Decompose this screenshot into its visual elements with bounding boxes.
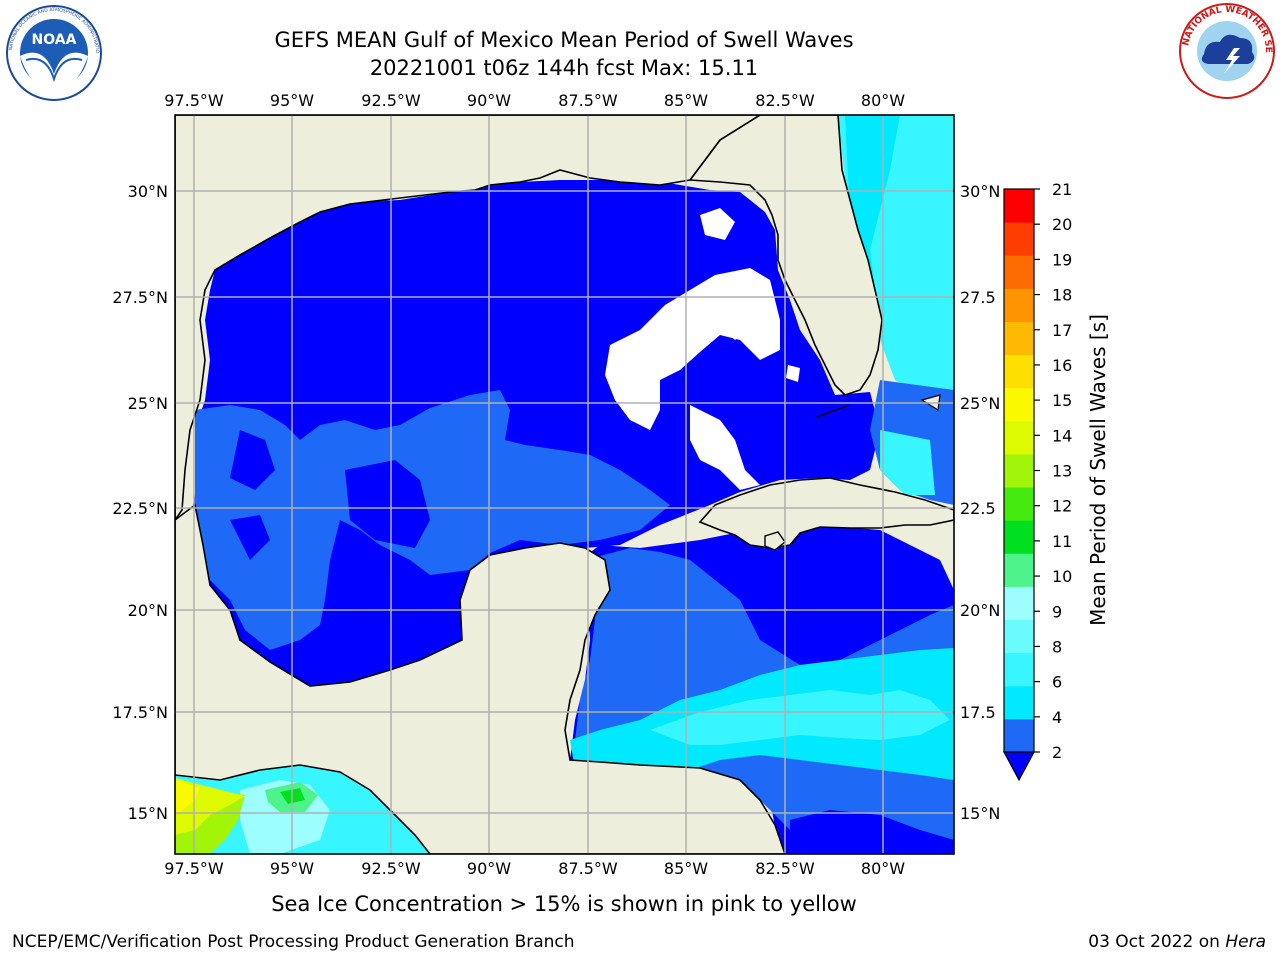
lat-label-left: 22.5°N (112, 499, 168, 518)
gulf-under-inner-3 (230, 515, 270, 560)
colorbar-tick-label: 4 (1052, 708, 1062, 727)
colorbar-segment (1004, 255, 1034, 289)
colorbar-segment (1004, 189, 1034, 223)
colorbar-segment (1004, 586, 1034, 621)
lat-label-left: 27.5°N (112, 288, 168, 307)
lon-label-top: 80°W (861, 91, 905, 110)
colorbar-label: Mean Period of Swell Waves [s] (1086, 314, 1110, 626)
colorbar-under-triangle (1002, 751, 1036, 782)
colorbar-segment (1004, 652, 1034, 687)
colorbar-tick-label: 9 (1052, 602, 1062, 621)
nws-logo: NATIONAL WEATHER SERVICE (1176, 2, 1275, 99)
colorbar-segment (1004, 685, 1034, 720)
gulf-under-inner (230, 430, 275, 490)
colorbar-segment (1004, 553, 1034, 587)
lon-label-top: 97.5°W (164, 91, 224, 110)
lat-label-right: 22.5 (960, 499, 996, 518)
lat-label-right: 20°N (960, 601, 1000, 620)
colorbar-segment (1004, 420, 1034, 455)
lon-label-bottom: 80°W (861, 859, 905, 878)
gulf-swell-2-4s (195, 390, 670, 650)
colorbar-tick-label: 6 (1052, 673, 1062, 692)
colorbar-segment (1004, 619, 1034, 654)
lat-label-left: 30°N (128, 182, 168, 201)
gulf-white-patch-4 (720, 305, 750, 340)
noaa-wordmark: NOAA (32, 32, 77, 48)
colorbar-segment (1004, 288, 1034, 322)
colorbar-segment (1004, 487, 1034, 521)
gulf-white-patch-5 (786, 365, 800, 382)
lat-label-right: 17.5 (960, 703, 996, 722)
forecast-subtitle: 20221001 t06z 144h fcst Max: 15.11 (369, 56, 759, 80)
florida-land (688, 115, 883, 396)
lat-label-left: 20°N (128, 601, 168, 620)
lat-label-left: 15°N (128, 804, 168, 823)
caribbean-under-south (790, 810, 954, 854)
sea-ice-caption: Sea Ice Concentration > 15% is shown in … (271, 892, 857, 916)
lat-label-right: 25°N (960, 394, 1000, 413)
lon-label-bottom: 97.5°W (164, 859, 224, 878)
bahamas-water-cyan (880, 430, 935, 495)
lon-label-top: 85°W (664, 91, 708, 110)
colorbar-tick-label: 15 (1052, 391, 1072, 410)
colorbar-tick-label: 12 (1052, 497, 1072, 516)
gulf-under-inner-2 (345, 460, 430, 548)
florida-keys (814, 404, 851, 419)
map-field (175, 115, 954, 854)
lon-label-bottom: 95°W (270, 859, 314, 878)
lon-label-top: 90°W (467, 91, 511, 110)
footer-host: Hera (1225, 932, 1266, 952)
colorbar-tick-label: 8 (1052, 637, 1062, 656)
footer-date: 03 Oct 2022 on (1088, 932, 1220, 952)
lon-label-bottom: 82.5°W (755, 859, 815, 878)
colorbar-tick-label: 19 (1052, 250, 1072, 269)
cuba-land (698, 477, 954, 549)
lon-label-top: 95°W (270, 91, 314, 110)
lon-label-top: 87.5°W (558, 91, 618, 110)
colorbar-tick-label: 18 (1052, 286, 1072, 305)
lon-label-bottom: 85°W (664, 859, 708, 878)
credit-footer: NCEP/EMC/Verification Post Processing Pr… (12, 932, 575, 952)
colorbar-segment (1004, 222, 1034, 256)
colorbar-tick-label: 11 (1052, 532, 1072, 551)
noaa-logo: NOAA NATIONAL OCEANIC AND ATMOSPHERIC AD… (4, 4, 102, 101)
graticule (175, 115, 954, 854)
colorbar-segment (1004, 321, 1034, 356)
lon-label-top: 92.5°W (361, 91, 421, 110)
us-gulf-coast-land (175, 115, 762, 522)
lon-label-bottom: 92.5°W (361, 859, 421, 878)
lat-label-left: 17.5°N (112, 703, 168, 722)
colorbar-tick-label: 13 (1052, 462, 1072, 481)
lon-label-top: 82.5°W (755, 91, 815, 110)
colorbar-tick-label: 20 (1052, 215, 1072, 234)
lon-label-bottom: 90°W (467, 859, 511, 878)
colorbar-tick-label: 10 (1052, 567, 1072, 586)
lat-label-right: 27.5 (960, 288, 996, 307)
isle-of-youth (764, 531, 786, 551)
colorbar-segment (1004, 387, 1034, 422)
lat-label-right: 15°N (960, 804, 1000, 823)
colorbar-tick-label: 21 (1052, 180, 1072, 199)
gulf-white-patch-3 (700, 208, 735, 240)
mexico-land (175, 503, 786, 854)
lat-label-left: 25°N (128, 394, 168, 413)
colorbar-segment (1004, 453, 1034, 488)
colorbar-segment (1004, 520, 1034, 554)
colorbar-tick-label: 2 (1052, 743, 1062, 762)
colorbar-segment (1004, 718, 1034, 753)
lat-label-right: 30°N (960, 182, 1000, 201)
colorbar: 2 4 6 8 9 10 11 12 13 14 15 16 17 18 19 20 21 (1002, 180, 1072, 782)
colorbar-tick-label: 16 (1052, 356, 1072, 375)
caribbean-swell-6-8s (650, 690, 950, 745)
gulf-white-patch-2 (690, 405, 760, 490)
colorbar-tick-label: 17 (1052, 321, 1072, 340)
date-footer: 03 Oct 2022 on Hera (1088, 932, 1266, 952)
lon-label-bottom: 87.5°W (558, 859, 618, 878)
colorbar-segment (1004, 354, 1034, 389)
colorbar-tick-label: 14 (1052, 426, 1072, 445)
map-title: GEFS MEAN Gulf of Mexico Mean Period of … (274, 28, 854, 52)
map-frame (174, 114, 955, 855)
